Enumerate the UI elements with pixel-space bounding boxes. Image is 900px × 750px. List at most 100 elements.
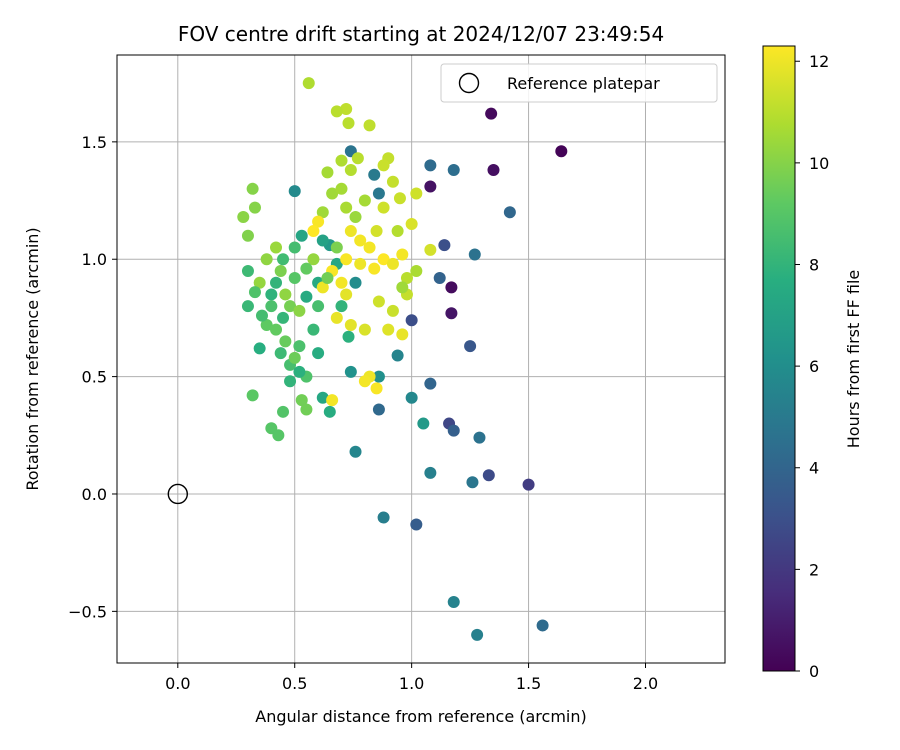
data-point <box>300 403 313 416</box>
data-point <box>351 152 364 165</box>
colorbar-tick-label: 10 <box>809 154 829 173</box>
data-point <box>270 276 283 289</box>
x-tick-label: 1.5 <box>516 674 541 693</box>
data-point <box>241 264 254 277</box>
colorbar-tick-label: 4 <box>809 459 819 478</box>
data-point <box>447 164 460 177</box>
data-point <box>438 239 451 252</box>
plot-frame <box>116 54 726 664</box>
data-point <box>277 253 290 266</box>
data-point <box>410 518 423 531</box>
data-point <box>326 187 339 200</box>
data-point <box>241 229 254 242</box>
data-point <box>396 248 409 261</box>
colorbar-tick-label: 6 <box>809 357 819 376</box>
data-point <box>417 417 430 430</box>
data-point <box>468 248 481 261</box>
data-point <box>316 391 329 404</box>
data-point <box>340 201 353 214</box>
y-axis-label: Rotation from reference (arcmin) <box>23 227 42 490</box>
data-point <box>372 403 385 416</box>
data-point <box>260 318 273 331</box>
data-point <box>391 349 404 362</box>
data-point <box>447 595 460 608</box>
data-point <box>370 382 383 395</box>
data-point <box>307 323 320 336</box>
legend-marker-icon <box>458 72 480 94</box>
data-point <box>335 182 348 195</box>
data-point <box>445 281 458 294</box>
data-point <box>302 77 315 90</box>
data-point <box>246 182 259 195</box>
data-point <box>265 300 278 313</box>
data-point <box>405 314 418 327</box>
data-point <box>372 295 385 308</box>
colorbar-label: Hours from first FF file <box>844 270 863 449</box>
grid-lines <box>117 55 725 663</box>
data-point <box>410 264 423 277</box>
data-point <box>344 318 357 331</box>
legend: Reference platepar <box>440 63 718 103</box>
data-point <box>424 466 437 479</box>
data-point <box>424 377 437 390</box>
data-point <box>253 342 266 355</box>
data-point <box>326 394 339 407</box>
y-tick-label: −0.5 <box>68 602 107 621</box>
data-point <box>274 264 287 277</box>
data-point <box>358 194 371 207</box>
data-point <box>284 300 297 313</box>
colorbar-tick-label: 0 <box>809 662 819 681</box>
data-point <box>377 201 390 214</box>
data-point <box>277 311 290 324</box>
data-point <box>377 511 390 524</box>
data-point <box>386 175 399 188</box>
data-point <box>279 288 292 301</box>
data-point <box>255 309 268 322</box>
legend-box <box>440 63 718 103</box>
data-point <box>354 234 367 247</box>
data-point <box>424 159 437 172</box>
x-tick-label: 1.0 <box>399 674 424 693</box>
data-point <box>293 365 306 378</box>
data-point <box>372 370 385 383</box>
data-point <box>295 229 308 242</box>
x-axis-ticks: 0.0 0.5 1.0 1.5 2.0 <box>165 663 658 693</box>
data-point <box>248 201 261 214</box>
chart-title: FOV centre drift starting at 2024/12/07 … <box>178 22 664 46</box>
data-point <box>307 225 320 238</box>
data-point <box>370 225 383 238</box>
data-point <box>288 272 301 285</box>
data-point <box>503 206 516 219</box>
data-point <box>335 154 348 167</box>
colorbar-gradient <box>762 45 796 672</box>
data-point <box>342 330 355 343</box>
x-axis-label: Angular distance from reference (arcmin) <box>255 707 586 726</box>
data-point <box>295 394 308 407</box>
data-point <box>248 286 261 299</box>
data-point <box>405 391 418 404</box>
data-point <box>372 187 385 200</box>
data-point <box>335 276 348 289</box>
data-point <box>265 288 278 301</box>
colorbar-tick-label: 8 <box>809 255 819 274</box>
data-point <box>312 300 325 313</box>
data-point <box>342 117 355 130</box>
data-point <box>536 619 549 632</box>
data-point <box>386 304 399 317</box>
data-point <box>377 159 390 172</box>
data-point <box>405 218 418 231</box>
data-point <box>433 272 446 285</box>
data-point <box>358 375 371 388</box>
data-point <box>349 210 362 223</box>
data-point <box>396 328 409 341</box>
data-point <box>246 389 259 402</box>
data-point <box>344 164 357 177</box>
data-point <box>330 105 343 118</box>
data-point <box>400 272 413 285</box>
data-point <box>555 145 568 158</box>
data-point <box>391 225 404 238</box>
colorbar-tick-label: 12 <box>809 52 829 71</box>
data-point <box>330 311 343 324</box>
colorbar-ticks: 0 2 4 6 8 10 12 <box>795 52 829 681</box>
